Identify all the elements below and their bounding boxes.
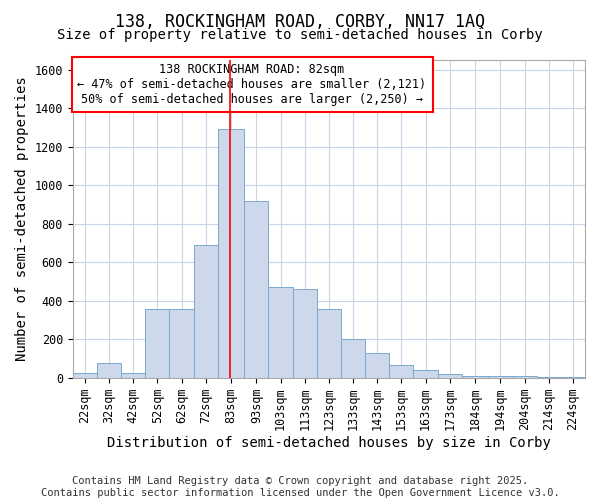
Text: 138 ROCKINGHAM ROAD: 82sqm
← 47% of semi-detached houses are smaller (2,121)
50%: 138 ROCKINGHAM ROAD: 82sqm ← 47% of semi… (77, 63, 427, 106)
Bar (73, 373, 97, 378)
Bar (121, 373, 145, 378)
Bar (536, 377, 561, 378)
Bar (268, 288, 293, 378)
Bar (317, 308, 341, 378)
Bar (462, 376, 488, 378)
X-axis label: Distribution of semi-detached houses by size in Corby: Distribution of semi-detached houses by … (107, 436, 551, 450)
Bar (437, 374, 462, 378)
Bar (413, 370, 437, 378)
Bar (145, 308, 169, 378)
Bar (561, 377, 585, 378)
Bar (169, 308, 194, 378)
Bar (365, 353, 389, 378)
Bar (341, 340, 365, 378)
Bar (293, 290, 317, 378)
Bar (389, 366, 413, 378)
Bar (97, 362, 121, 378)
Text: Size of property relative to semi-detached houses in Corby: Size of property relative to semi-detach… (57, 28, 543, 42)
Text: 138, ROCKINGHAM ROAD, CORBY, NN17 1AQ: 138, ROCKINGHAM ROAD, CORBY, NN17 1AQ (115, 12, 485, 30)
Bar (488, 376, 512, 378)
Bar (244, 200, 268, 378)
Bar (218, 130, 244, 378)
Bar (194, 245, 218, 378)
Text: Contains HM Land Registry data © Crown copyright and database right 2025.
Contai: Contains HM Land Registry data © Crown c… (41, 476, 559, 498)
Bar (512, 376, 536, 378)
Y-axis label: Number of semi-detached properties: Number of semi-detached properties (15, 76, 29, 362)
